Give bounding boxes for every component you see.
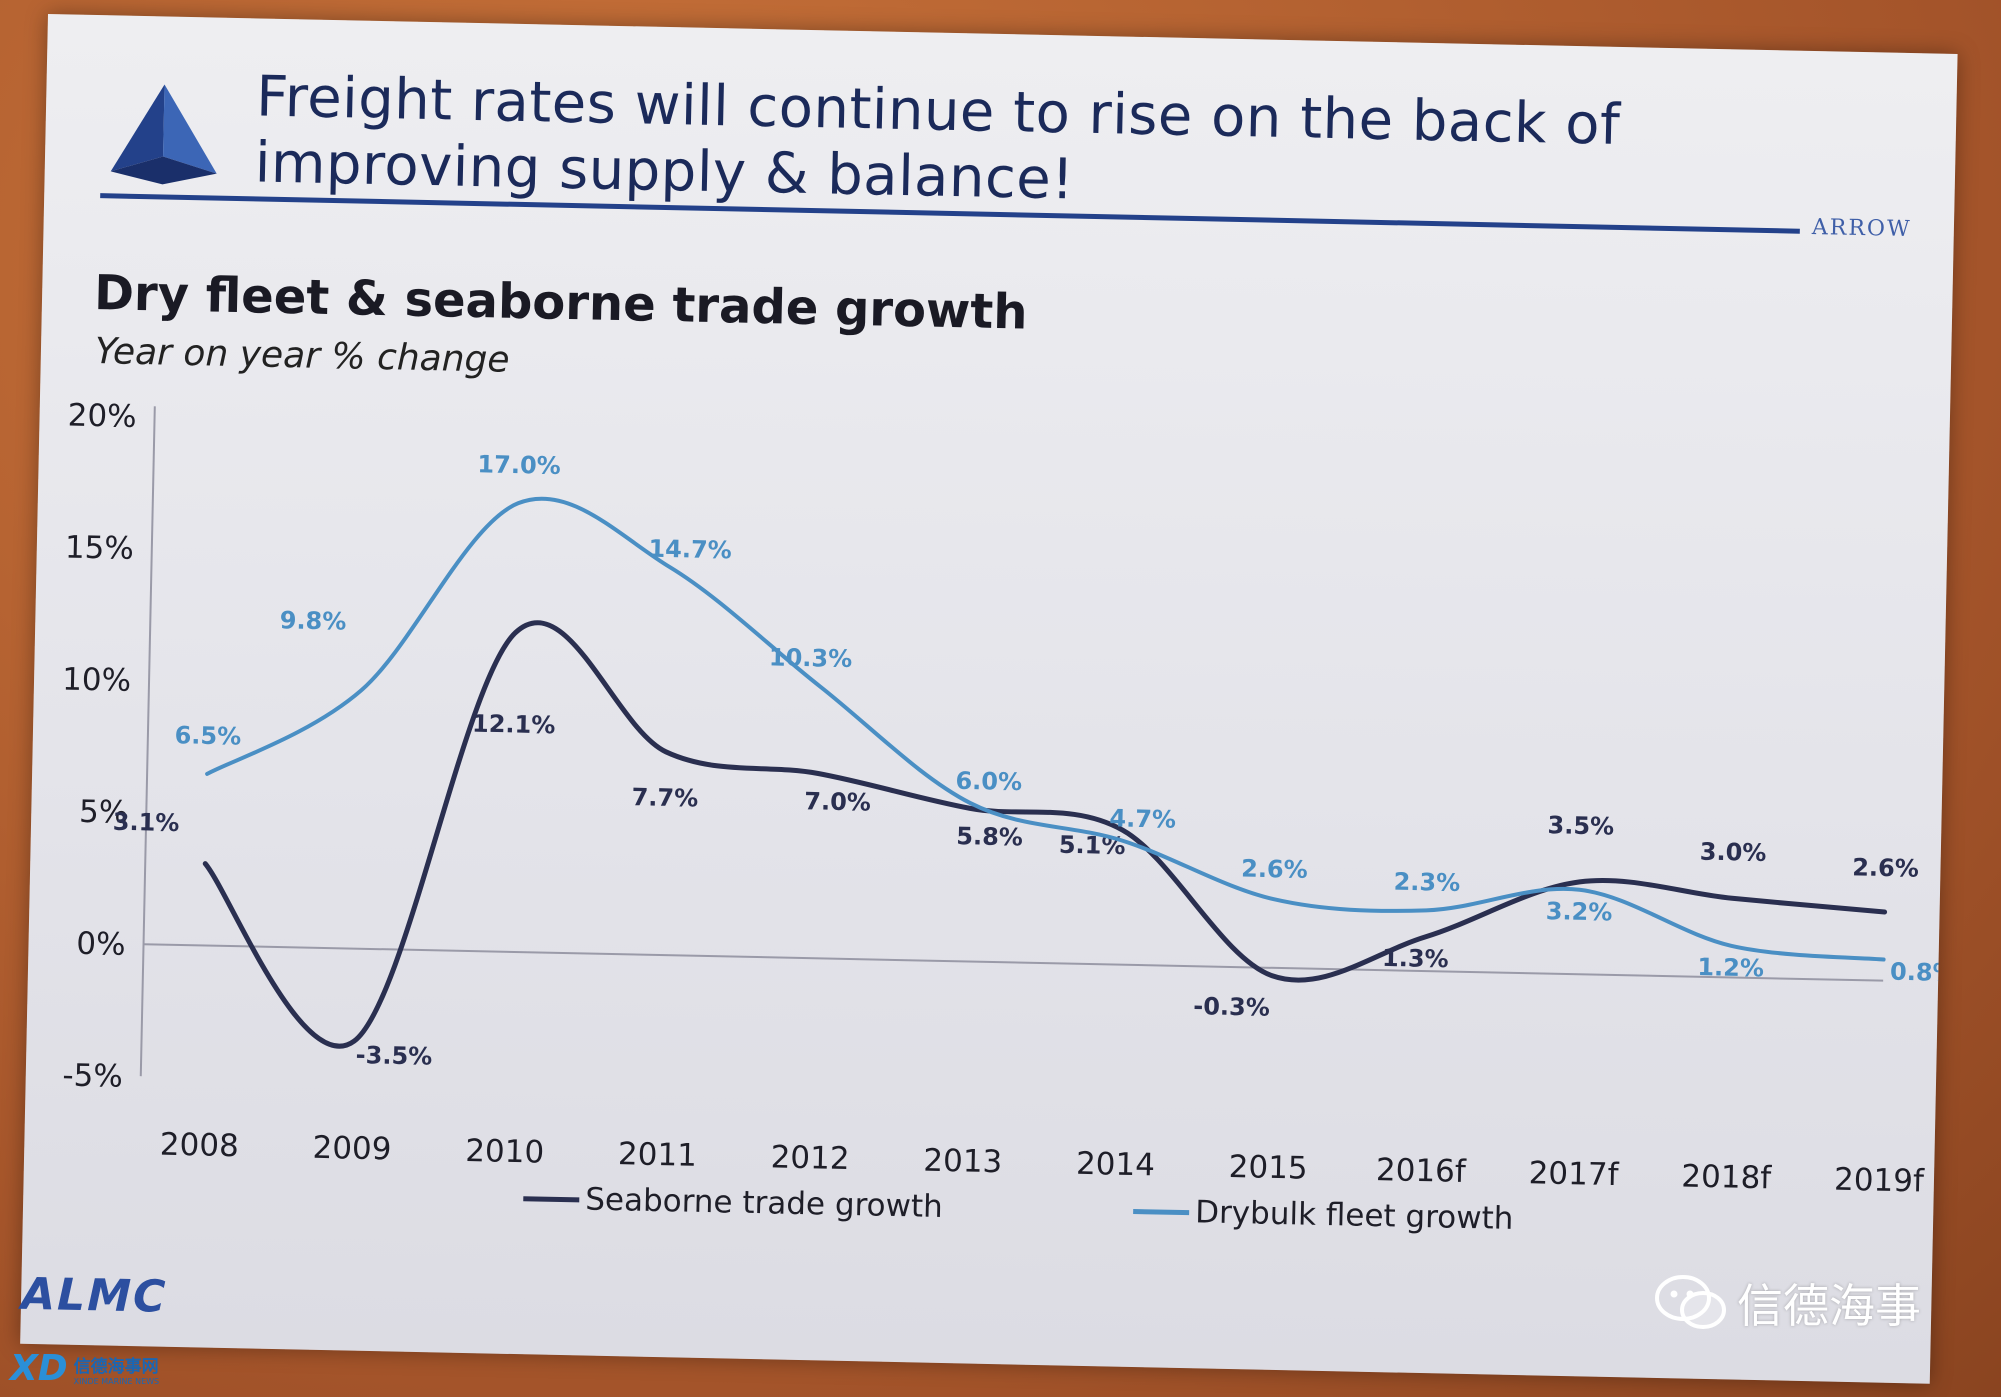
data-label-drybulk: 0.8% [1890,958,1957,987]
data-label-seaborne: 5.1% [1059,831,1126,860]
x-tick-label: 2013 [923,1143,1003,1181]
data-label-drybulk: 1.2% [1697,953,1764,982]
x-tick-label: 2010 [465,1133,545,1171]
y-tick-label: 0% [76,926,126,963]
data-label-seaborne: 3.0% [1700,838,1767,867]
data-label-seaborne: 5.8% [956,822,1023,851]
x-tick-label: 2015 [1228,1149,1308,1187]
y-axis-line [139,406,156,1077]
data-label-drybulk: 2.6% [1241,855,1308,884]
wechat-watermark: 信德海事 [1655,1270,1921,1336]
presentation-slide: Freight rates will continue to rise on t… [20,14,1958,1384]
series-line-seaborne [202,620,1888,1049]
x-tick-label: 2017f [1528,1155,1620,1193]
wechat-icon [1655,1275,1726,1329]
data-label-drybulk: 14.7% [648,535,732,565]
x-tick-label: 2018f [1681,1158,1773,1196]
data-label-drybulk: 6.0% [955,767,1022,796]
x-tick-label: 2012 [770,1139,850,1177]
data-label-seaborne: -0.3% [1193,992,1270,1022]
y-tick-label: 10% [62,661,132,698]
y-tick-label: -5% [62,1058,123,1095]
y-tick-label: 15% [65,529,135,566]
legend-seaborne-swatch [523,1195,580,1202]
data-label-drybulk: 17.0% [477,450,561,480]
y-tick-label: 5% [79,794,129,831]
data-label-seaborne: 3.1% [113,808,180,837]
legend-drybulk-label: Drybulk fleet growth [1194,1194,1514,1237]
data-label-drybulk: 4.7% [1109,804,1176,833]
x-axis-zero-line [143,943,1884,982]
x-tick-label: 2019f [1834,1162,1926,1200]
legend-drybulk-swatch [1133,1208,1190,1215]
data-label-seaborne: 7.7% [631,783,698,812]
series-line-drybulk [205,496,1886,962]
data-label-seaborne: 3.5% [1547,811,1614,840]
x-tick-label: 2011 [618,1136,698,1174]
data-label-seaborne: 7.0% [804,787,871,816]
almc-logo: ALMC [20,1268,168,1323]
data-label-drybulk: 3.2% [1546,897,1613,926]
x-tick-label: 2016f [1376,1152,1468,1190]
xd-name-en: XINDE MARINE NEWS [73,1376,160,1386]
data-label-seaborne: 12.1% [472,710,556,740]
data-label-seaborne: 2.6% [1852,853,1919,882]
data-label-drybulk: 2.3% [1393,868,1460,897]
data-label-seaborne: 1.3% [1382,944,1449,973]
arrow-pyramid-logo-icon [110,84,217,185]
data-label-drybulk: 6.5% [174,721,241,750]
xinde-site-logo: XD 信德海事网 XINDE MARINE NEWS [10,1348,159,1389]
legend-seaborne-label: Seaborne trade growth [584,1181,944,1225]
line-chart: 20% 15% 10% 5% 0% -5% 2008 2009 2010 2011 2012 2013… [62,398,1957,1200]
xd-mark: XD [10,1348,68,1389]
x-tick-label: 2009 [312,1130,392,1168]
xd-name-cn: 信德海事网 [73,1356,159,1377]
x-tick-label: 2008 [160,1127,240,1165]
data-label-drybulk: 10.3% [769,643,853,673]
data-label-seaborne: -3.5% [355,1041,432,1071]
data-label-drybulk: 9.8% [280,606,347,635]
x-tick-label: 2014 [1076,1146,1156,1184]
wechat-account-name: 信德海事 [1737,1279,1921,1333]
y-tick-label: 20% [67,398,137,435]
